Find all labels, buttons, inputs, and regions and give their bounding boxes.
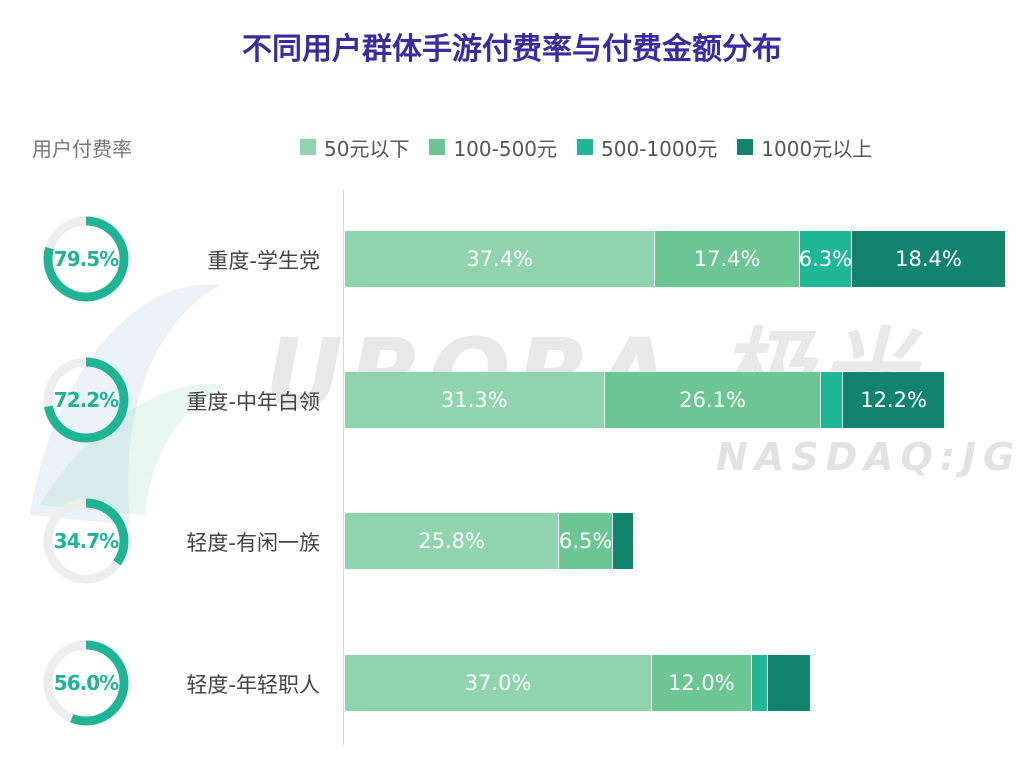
legend-label: 100-500元 bbox=[453, 136, 558, 161]
legend-label: 1000元以上 bbox=[761, 136, 873, 161]
gauge-ring bbox=[43, 498, 129, 584]
legend-item: 100-500元 bbox=[429, 133, 557, 162]
payment-rate-value: 72.2% bbox=[53, 388, 119, 412]
bar-segment: 25.8% bbox=[345, 513, 560, 569]
bar-segment: 37.0% bbox=[345, 655, 653, 711]
payment-rate-gauge: 34.7% bbox=[40, 495, 132, 587]
legend-item: 500-1000元 bbox=[577, 133, 717, 162]
legend-label: 50元以下 bbox=[324, 136, 410, 161]
legend-label: 500-1000元 bbox=[601, 136, 718, 161]
payment-rate-value: 56.0% bbox=[53, 671, 119, 695]
legend: 50元以下 100-500元 500-1000元 1000元以上 bbox=[300, 133, 872, 162]
payment-rate-header: 用户付费率 bbox=[32, 137, 132, 161]
bar-segment: 26.1% bbox=[604, 372, 822, 428]
category-axis-line bbox=[343, 190, 344, 745]
gauge-ring bbox=[43, 216, 129, 302]
payment-rate-gauge: 72.2% bbox=[40, 354, 132, 446]
bar-segment: 12.0% bbox=[652, 655, 752, 711]
legend-swatch bbox=[737, 139, 754, 155]
bar-segment bbox=[821, 372, 843, 428]
data-label: 26.1% bbox=[679, 388, 746, 412]
legend-item: 1000元以上 bbox=[737, 133, 872, 162]
data-label: 25.8% bbox=[418, 529, 485, 553]
stacked-bar: 37.0% 12.0% bbox=[345, 655, 810, 711]
legend-item: 50元以下 bbox=[300, 133, 409, 162]
data-label: 6.3% bbox=[798, 247, 853, 271]
payment-rate-value: 79.5% bbox=[53, 247, 119, 271]
data-label: 12.0% bbox=[668, 671, 735, 695]
bar-segment: 6.3% bbox=[798, 231, 853, 287]
bar-segment bbox=[613, 513, 633, 569]
category-label: 轻度-有闲一族 bbox=[186, 531, 320, 555]
stacked-bar: 37.4% 17.4% 6.3% 18.4% bbox=[345, 231, 1005, 287]
payment-rate-gauge: 56.0% bbox=[40, 637, 132, 729]
bar-segment bbox=[751, 655, 769, 711]
stacked-bar: 25.8% 6.5% bbox=[345, 513, 633, 569]
legend-swatch bbox=[577, 139, 594, 155]
watermark-subtext: NASDAQ:JG bbox=[716, 435, 1022, 479]
data-label: 31.3% bbox=[441, 388, 508, 412]
payment-rate-value: 34.7% bbox=[53, 529, 119, 553]
category-label: 轻度-年轻职人 bbox=[186, 673, 320, 697]
data-label: 12.2% bbox=[860, 388, 927, 412]
bar-segment: 31.3% bbox=[345, 372, 605, 428]
data-label: 6.5% bbox=[558, 529, 613, 553]
data-label: 18.4% bbox=[895, 247, 962, 271]
gauge-ring bbox=[43, 640, 129, 726]
bar-segment: 18.4% bbox=[852, 231, 1005, 287]
gauge-ring bbox=[43, 357, 129, 443]
data-label: 17.4% bbox=[693, 247, 761, 271]
bar-segment: 37.4% bbox=[345, 231, 656, 287]
category-label: 重度-学生党 bbox=[207, 249, 320, 273]
legend-swatch bbox=[429, 139, 446, 155]
stacked-bar: 31.3% 26.1% 12.2% bbox=[345, 372, 945, 428]
data-label: 37.0% bbox=[464, 671, 532, 695]
bar-segment: 6.5% bbox=[558, 513, 614, 569]
bar-segment: 17.4% bbox=[655, 231, 800, 287]
bar-segment bbox=[768, 655, 810, 711]
data-label: 37.4% bbox=[466, 247, 534, 271]
category-label: 重度-中年白领 bbox=[186, 390, 320, 414]
legend-swatch bbox=[300, 139, 316, 155]
payment-rate-gauge: 79.5% bbox=[40, 213, 132, 305]
bar-segment: 12.2% bbox=[842, 372, 945, 428]
chart-title: 不同用户群体手游付费率与付费金额分布 bbox=[242, 32, 782, 67]
